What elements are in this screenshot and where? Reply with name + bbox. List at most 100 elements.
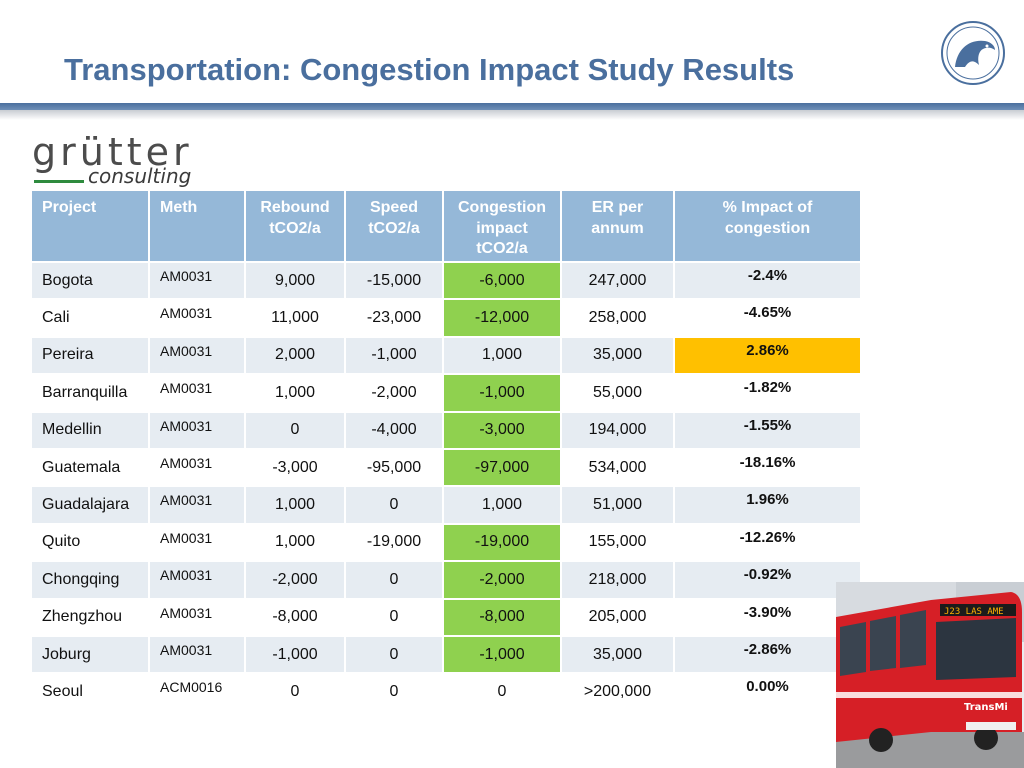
table-row: Seoul ACM0016 0 0 0 >200,000 0.00% bbox=[32, 672, 862, 711]
cell-pct: 1.96% bbox=[674, 485, 862, 524]
cell-rebound: 9,000 bbox=[245, 260, 346, 300]
cell-pct: 2.86% bbox=[674, 335, 862, 375]
header-rebound: Rebound tCO2/a bbox=[245, 191, 346, 262]
cell-speed: 0 bbox=[345, 485, 444, 524]
cell-project: Guatemala bbox=[32, 447, 150, 487]
cell-rebound: 1,000 bbox=[245, 373, 346, 412]
table-row: Medellin AM0031 0 -4,000 -3,000 194,000 -1.55% bbox=[32, 410, 862, 449]
cell-project: Joburg bbox=[32, 634, 150, 674]
cell-er: 247,000 bbox=[561, 260, 675, 300]
cell-speed: -4,000 bbox=[345, 410, 444, 449]
cell-congestion: -3,000 bbox=[443, 410, 562, 449]
cell-er: 205,000 bbox=[561, 597, 675, 636]
cell-meth: AM0031 bbox=[149, 298, 246, 337]
cell-er: 35,000 bbox=[561, 634, 675, 674]
cell-congestion: -6,000 bbox=[443, 260, 562, 300]
logo-subtitle: consulting bbox=[88, 164, 192, 188]
cell-speed: -19,000 bbox=[345, 522, 444, 562]
cell-pct: 0.00% bbox=[674, 672, 862, 711]
cell-congestion: -97,000 bbox=[443, 447, 562, 487]
cell-project: Quito bbox=[32, 522, 150, 562]
table-row: Quito AM0031 1,000 -19,000 -19,000 155,000 -12… bbox=[32, 522, 862, 562]
cell-project: Zhengzhou bbox=[32, 597, 150, 636]
cell-rebound: 0 bbox=[245, 672, 346, 711]
cell-er: >200,000 bbox=[561, 672, 675, 711]
table-row: Guadalajara AM0031 1,000 0 1,000 51,000 1.96% bbox=[32, 485, 862, 524]
cell-speed: -23,000 bbox=[345, 298, 444, 337]
cell-er: 35,000 bbox=[561, 335, 675, 375]
cell-speed: -2,000 bbox=[345, 373, 444, 412]
title-underline-bar bbox=[0, 103, 1024, 110]
cell-meth: AM0031 bbox=[149, 522, 246, 562]
header-project: Project bbox=[32, 191, 150, 262]
cell-rebound: -8,000 bbox=[245, 597, 346, 636]
cell-pct: -2.4% bbox=[674, 260, 862, 300]
cell-project: Guadalajara bbox=[32, 485, 150, 524]
table-body: Bogota AM0031 9,000 -15,000 -6,000 247,000 -2.… bbox=[32, 260, 862, 711]
logo-green-line bbox=[34, 180, 84, 183]
header-pct-impact: % Impact of congestion bbox=[674, 191, 862, 262]
cell-project: Cali bbox=[32, 298, 150, 337]
cell-speed: -1,000 bbox=[345, 335, 444, 375]
cell-rebound: 1,000 bbox=[245, 485, 346, 524]
table-row: Barranquilla AM0031 1,000 -2,000 -1,000 55,00… bbox=[32, 373, 862, 412]
header-er-per-annum: ER per annum bbox=[561, 191, 675, 262]
table-row: Guatemala AM0031 -3,000 -95,000 -97,000 534,0… bbox=[32, 447, 862, 487]
bus-destination-sign: J23 LAS AME bbox=[944, 607, 1004, 617]
cell-speed: -95,000 bbox=[345, 447, 444, 487]
cell-meth: AM0031 bbox=[149, 373, 246, 412]
cell-er: 155,000 bbox=[561, 522, 675, 562]
congestion-results-table: Project Meth Rebound tCO2/a Speed tCO2/a C… bbox=[32, 191, 862, 711]
cell-project: Chongqing bbox=[32, 560, 150, 599]
cell-congestion: -12,000 bbox=[443, 298, 562, 337]
slide-title: Transportation: Congestion Impact Study … bbox=[64, 52, 795, 87]
cell-rebound: 0 bbox=[245, 410, 346, 449]
cell-meth: AM0031 bbox=[149, 335, 246, 375]
eagle-emblem-icon bbox=[941, 21, 1005, 85]
cell-project: Bogota bbox=[32, 260, 150, 300]
cell-meth: AM0031 bbox=[149, 260, 246, 300]
cell-rebound: -2,000 bbox=[245, 560, 346, 599]
cell-er: 194,000 bbox=[561, 410, 675, 449]
cell-congestion: -2,000 bbox=[443, 560, 562, 599]
cell-speed: 0 bbox=[345, 560, 444, 599]
cell-pct: -18.16% bbox=[674, 447, 862, 487]
table-row: Cali AM0031 11,000 -23,000 -12,000 258,000 -4.… bbox=[32, 298, 862, 337]
cell-congestion: -19,000 bbox=[443, 522, 562, 562]
cell-meth: AM0031 bbox=[149, 410, 246, 449]
cell-project: Pereira bbox=[32, 335, 150, 375]
cell-rebound: 2,000 bbox=[245, 335, 346, 375]
cell-er: 218,000 bbox=[561, 560, 675, 599]
cell-rebound: -1,000 bbox=[245, 634, 346, 674]
cell-meth: AM0031 bbox=[149, 447, 246, 487]
cell-congestion: -1,000 bbox=[443, 373, 562, 412]
header-congestion-impact: Congestion impact tCO2/a bbox=[443, 191, 562, 262]
cell-congestion: -8,000 bbox=[443, 597, 562, 636]
cell-speed: -15,000 bbox=[345, 260, 444, 300]
cell-er: 534,000 bbox=[561, 447, 675, 487]
cell-meth: AM0031 bbox=[149, 634, 246, 674]
cell-congestion: 1,000 bbox=[443, 335, 562, 375]
table-row: Chongqing AM0031 -2,000 0 -2,000 218,000 -0.92… bbox=[32, 560, 862, 599]
bus-brand-text: TransMi bbox=[964, 702, 1008, 713]
cell-project: Seoul bbox=[32, 672, 150, 711]
cell-er: 258,000 bbox=[561, 298, 675, 337]
cell-project: Barranquilla bbox=[32, 373, 150, 412]
cell-speed: 0 bbox=[345, 597, 444, 636]
cell-speed: 0 bbox=[345, 672, 444, 711]
cell-congestion: -1,000 bbox=[443, 634, 562, 674]
table-row: Zhengzhou AM0031 -8,000 0 -8,000 205,000 -3.90… bbox=[32, 597, 862, 636]
cell-project: Medellin bbox=[32, 410, 150, 449]
table-row: Joburg AM0031 -1,000 0 -1,000 35,000 -2.86% bbox=[32, 634, 862, 674]
bus-photo: J23 LAS AME TransMi bbox=[836, 582, 1024, 768]
cell-rebound: -3,000 bbox=[245, 447, 346, 487]
table-row: Bogota AM0031 9,000 -15,000 -6,000 247,000 -2.… bbox=[32, 260, 862, 300]
cell-pct: -2.86% bbox=[674, 634, 862, 674]
cell-pct: -1.82% bbox=[674, 373, 862, 412]
cell-congestion: 0 bbox=[443, 672, 562, 711]
header-meth: Meth bbox=[149, 191, 246, 262]
cell-pct: -12.26% bbox=[674, 522, 862, 562]
cell-congestion: 1,000 bbox=[443, 485, 562, 524]
logo-wordmark: grütter bbox=[32, 130, 193, 174]
cell-er: 55,000 bbox=[561, 373, 675, 412]
